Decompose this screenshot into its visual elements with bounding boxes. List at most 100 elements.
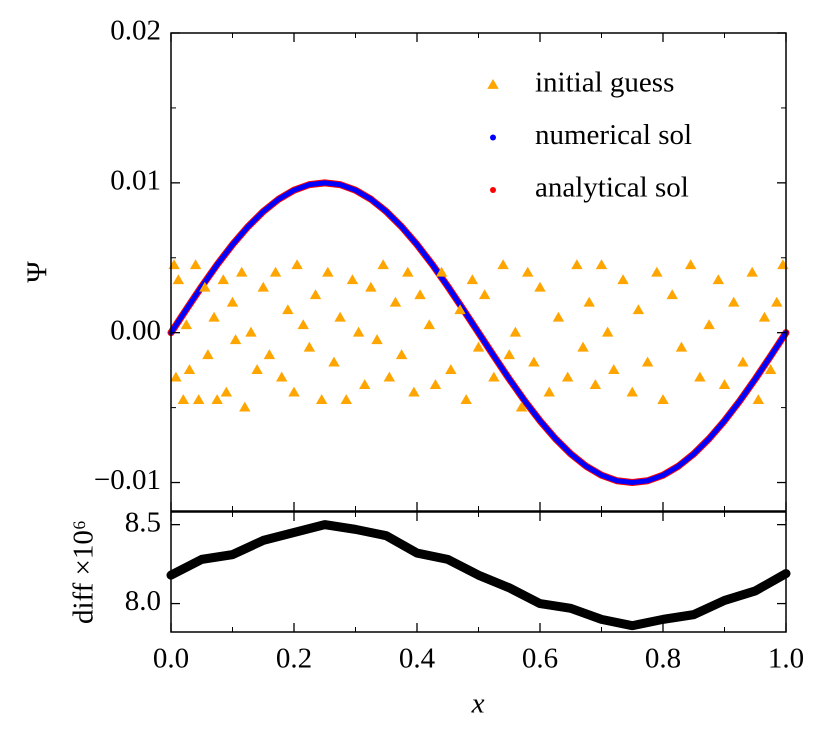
legend-label: initial guess <box>535 67 674 99</box>
marker <box>617 274 629 285</box>
y-tick-label: −0.01 <box>94 464 161 496</box>
marker <box>666 289 678 300</box>
marker <box>478 289 491 300</box>
marker <box>561 371 574 382</box>
marker <box>641 356 654 367</box>
marker <box>297 319 309 330</box>
marker <box>282 304 294 315</box>
marker <box>684 259 697 270</box>
marker <box>429 379 442 390</box>
marker <box>288 386 300 397</box>
x-axis-label: x <box>471 688 485 720</box>
marker <box>543 386 555 397</box>
marker <box>632 304 645 315</box>
marker <box>608 364 620 375</box>
marker <box>180 319 193 330</box>
marker <box>712 274 725 285</box>
marker <box>626 386 638 397</box>
marker <box>371 334 383 345</box>
y-tick-label: 8.0 <box>125 585 161 617</box>
marker <box>728 296 740 307</box>
marker <box>208 311 220 322</box>
marker <box>651 266 663 277</box>
y-tick-label: 0.00 <box>110 314 161 346</box>
marker <box>577 341 589 352</box>
marker <box>346 274 359 285</box>
marker <box>263 349 276 360</box>
marker <box>199 281 211 292</box>
marker <box>229 334 242 345</box>
marker <box>291 259 303 270</box>
marker <box>466 274 479 285</box>
legend-label: numerical sol <box>535 119 692 151</box>
marker <box>211 394 223 405</box>
marker <box>257 281 269 292</box>
marker <box>236 266 248 277</box>
legend-marker <box>490 187 496 193</box>
marker <box>423 319 435 330</box>
marker <box>509 326 522 337</box>
marker <box>675 341 688 352</box>
x-tick-label: 1.0 <box>768 643 804 675</box>
marker <box>172 274 185 285</box>
marker <box>359 379 371 390</box>
x-tick-label: 0.4 <box>399 643 436 675</box>
legend-label: analytical sol <box>535 172 689 204</box>
marker <box>746 266 758 277</box>
marker <box>408 386 420 397</box>
marker <box>737 356 749 367</box>
marker <box>445 364 457 375</box>
marker <box>694 371 706 382</box>
marker <box>528 356 540 367</box>
marker <box>472 341 485 352</box>
marker <box>414 289 426 300</box>
marker <box>389 296 402 307</box>
marker <box>183 364 196 375</box>
marker <box>177 394 189 405</box>
y-tick-label: 0.01 <box>110 164 161 196</box>
marker <box>522 266 534 277</box>
marker <box>595 259 608 270</box>
x-tick-label: 0.6 <box>522 643 558 675</box>
marker <box>220 386 233 397</box>
y-tick-label: 8.5 <box>125 506 161 538</box>
marker <box>340 394 352 405</box>
marker <box>777 259 789 270</box>
marker <box>334 311 346 322</box>
marker <box>488 371 500 382</box>
marker <box>703 319 715 330</box>
marker <box>352 326 365 337</box>
marker <box>395 349 408 360</box>
marker <box>552 311 565 322</box>
marker <box>515 401 528 412</box>
marker <box>503 349 515 360</box>
marker <box>454 304 466 315</box>
marker <box>245 326 257 337</box>
y-tick-label: 0.02 <box>110 15 161 47</box>
marker <box>239 401 251 412</box>
y-axis-label: diff ×10⁶ <box>68 520 100 624</box>
marker <box>315 394 328 405</box>
marker <box>202 349 214 360</box>
marker <box>189 259 202 270</box>
curve <box>166 520 791 631</box>
marker <box>226 296 239 307</box>
marker <box>303 341 316 352</box>
marker <box>752 394 765 405</box>
marker <box>309 289 322 300</box>
marker <box>460 394 472 405</box>
marker <box>435 266 448 277</box>
marker <box>192 394 205 405</box>
x-tick-label: 0.2 <box>276 643 312 675</box>
legend-marker <box>487 79 499 89</box>
marker <box>383 371 396 382</box>
marker <box>583 296 595 307</box>
x-tick-label: 0.0 <box>153 643 189 675</box>
x-tick-label: 0.8 <box>645 643 681 675</box>
marker <box>758 311 771 322</box>
marker <box>170 371 182 382</box>
curve <box>168 180 789 486</box>
marker <box>328 356 340 367</box>
y-axis-label: Ψ <box>22 261 54 283</box>
